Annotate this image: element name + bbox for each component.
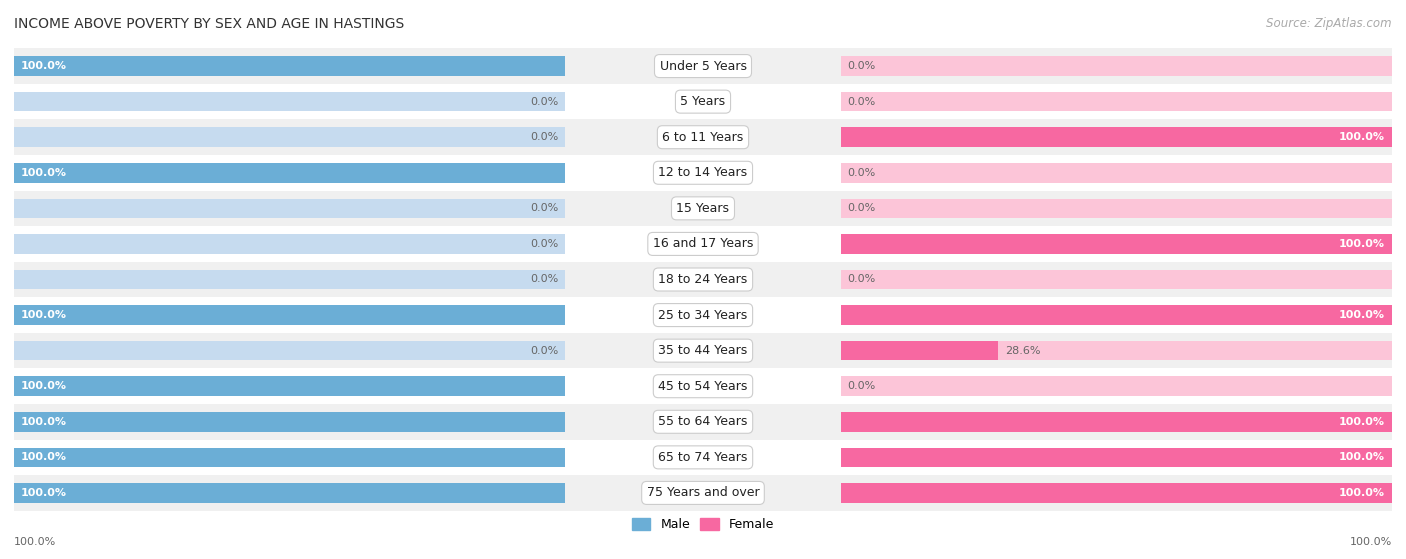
Text: 100.0%: 100.0% (21, 452, 67, 462)
Text: 0.0%: 0.0% (848, 274, 876, 285)
Text: 18 to 24 Years: 18 to 24 Years (658, 273, 748, 286)
Text: 0.0%: 0.0% (530, 203, 558, 214)
Text: 100.0%: 100.0% (1339, 417, 1385, 427)
Text: 100.0%: 100.0% (21, 61, 67, 71)
Bar (14, 127, 565, 147)
Text: 25 to 34 Years: 25 to 34 Years (658, 309, 748, 321)
Bar (14, 56, 565, 76)
Text: 75 Years and over: 75 Years and over (647, 486, 759, 499)
Bar (841, 448, 1392, 467)
Bar (841, 448, 1392, 467)
Bar (14, 120, 1392, 155)
Bar (841, 127, 1392, 147)
Text: 16 and 17 Years: 16 and 17 Years (652, 238, 754, 250)
Bar (841, 305, 1392, 325)
Text: 0.0%: 0.0% (530, 274, 558, 285)
Text: 100.0%: 100.0% (21, 488, 67, 498)
Text: 0.0%: 0.0% (848, 97, 876, 107)
Bar (841, 92, 1392, 111)
Text: 100.0%: 100.0% (1339, 452, 1385, 462)
Text: 100.0%: 100.0% (21, 417, 67, 427)
Bar (841, 483, 1392, 503)
Bar (14, 191, 1392, 226)
Text: 12 to 14 Years: 12 to 14 Years (658, 166, 748, 179)
Bar (14, 333, 1392, 368)
Text: Source: ZipAtlas.com: Source: ZipAtlas.com (1267, 17, 1392, 30)
Bar (14, 412, 565, 432)
Text: 15 Years: 15 Years (676, 202, 730, 215)
Bar (14, 163, 565, 183)
Text: 28.6%: 28.6% (1005, 345, 1040, 356)
Bar (14, 404, 1392, 439)
Text: 55 to 64 Years: 55 to 64 Years (658, 415, 748, 428)
Text: 45 to 54 Years: 45 to 54 Years (658, 380, 748, 393)
Bar (14, 483, 565, 503)
Text: 5 Years: 5 Years (681, 95, 725, 108)
Text: 100.0%: 100.0% (21, 310, 67, 320)
Bar (841, 305, 1392, 325)
Bar (14, 56, 565, 76)
Bar (14, 376, 565, 396)
Text: 65 to 74 Years: 65 to 74 Years (658, 451, 748, 464)
Bar (841, 198, 1392, 218)
Text: INCOME ABOVE POVERTY BY SEX AND AGE IN HASTINGS: INCOME ABOVE POVERTY BY SEX AND AGE IN H… (14, 17, 405, 31)
Bar (841, 163, 1392, 183)
Bar (14, 475, 1392, 511)
Text: 100.0%: 100.0% (21, 381, 67, 391)
Text: 100.0%: 100.0% (1339, 239, 1385, 249)
Bar (14, 483, 565, 503)
Text: 100.0%: 100.0% (14, 537, 56, 547)
Text: 0.0%: 0.0% (848, 168, 876, 178)
Bar (14, 341, 565, 361)
Bar (841, 56, 1392, 76)
Legend: Male, Female: Male, Female (627, 513, 779, 536)
Bar (14, 448, 565, 467)
Text: 6 to 11 Years: 6 to 11 Years (662, 131, 744, 144)
Text: 0.0%: 0.0% (530, 239, 558, 249)
Bar (14, 270, 565, 290)
Text: 100.0%: 100.0% (1339, 310, 1385, 320)
Bar (14, 305, 565, 325)
Text: 100.0%: 100.0% (1339, 488, 1385, 498)
Text: 100.0%: 100.0% (1350, 537, 1392, 547)
Text: 0.0%: 0.0% (530, 345, 558, 356)
Bar (841, 341, 1392, 361)
Text: 35 to 44 Years: 35 to 44 Years (658, 344, 748, 357)
Bar (841, 412, 1392, 432)
Bar (14, 412, 565, 432)
Text: 100.0%: 100.0% (21, 168, 67, 178)
Bar (14, 198, 565, 218)
Bar (14, 48, 1392, 84)
Bar (14, 84, 1392, 120)
Text: Under 5 Years: Under 5 Years (659, 60, 747, 73)
Bar (841, 234, 1392, 254)
Bar (14, 155, 1392, 191)
Bar (14, 376, 565, 396)
Text: 0.0%: 0.0% (530, 132, 558, 142)
Text: 0.0%: 0.0% (848, 381, 876, 391)
Text: 0.0%: 0.0% (530, 97, 558, 107)
Bar (841, 270, 1392, 290)
Bar (14, 439, 1392, 475)
Bar (841, 234, 1392, 254)
Text: 0.0%: 0.0% (848, 203, 876, 214)
Bar (14, 305, 565, 325)
Text: 100.0%: 100.0% (1339, 132, 1385, 142)
Bar (14, 163, 565, 183)
Bar (841, 127, 1392, 147)
Bar (14, 226, 1392, 262)
Bar (841, 376, 1392, 396)
Bar (14, 448, 565, 467)
Bar (841, 341, 998, 361)
Bar (14, 234, 565, 254)
Bar (14, 297, 1392, 333)
Bar (14, 262, 1392, 297)
Bar (841, 412, 1392, 432)
Bar (14, 368, 1392, 404)
Bar (841, 483, 1392, 503)
Text: 0.0%: 0.0% (848, 61, 876, 71)
Bar (14, 92, 565, 111)
